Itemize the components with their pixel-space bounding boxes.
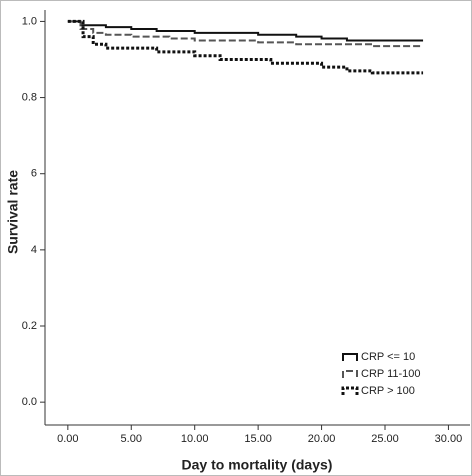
x-tick-label: 5.00 xyxy=(121,433,142,445)
legend-label: CRP > 100 xyxy=(361,385,415,397)
y-tick-label: 0.8 xyxy=(22,91,37,103)
x-axis-title: Day to mortality (days) xyxy=(182,457,333,473)
x-tick-label: 15.00 xyxy=(244,433,272,445)
survival-curve xyxy=(67,20,424,42)
legend-label: CRP 11-100 xyxy=(361,368,421,380)
legend-swatch xyxy=(341,386,359,395)
survival-curve xyxy=(67,20,424,48)
y-axis-title: Survival rate xyxy=(5,170,21,254)
y-tick-label: 4 xyxy=(31,244,37,256)
y-tick-label: 6 xyxy=(31,168,37,180)
legend-swatch xyxy=(342,353,358,361)
legend-label: CRP <= 10 xyxy=(361,351,415,363)
y-tick-label: 0.0 xyxy=(22,396,37,408)
x-tick-label: 25.00 xyxy=(371,433,399,445)
x-tick-label: 30.00 xyxy=(435,433,463,445)
y-tick-label: 0.2 xyxy=(22,320,37,332)
legend-swatch xyxy=(342,370,358,378)
x-tick-label: 0.00 xyxy=(57,433,78,445)
x-tick-label: 10.00 xyxy=(181,433,209,445)
x-tick-label: 20.00 xyxy=(308,433,336,445)
y-tick-label: 1.0 xyxy=(22,15,37,27)
survival-curve xyxy=(67,19,424,75)
